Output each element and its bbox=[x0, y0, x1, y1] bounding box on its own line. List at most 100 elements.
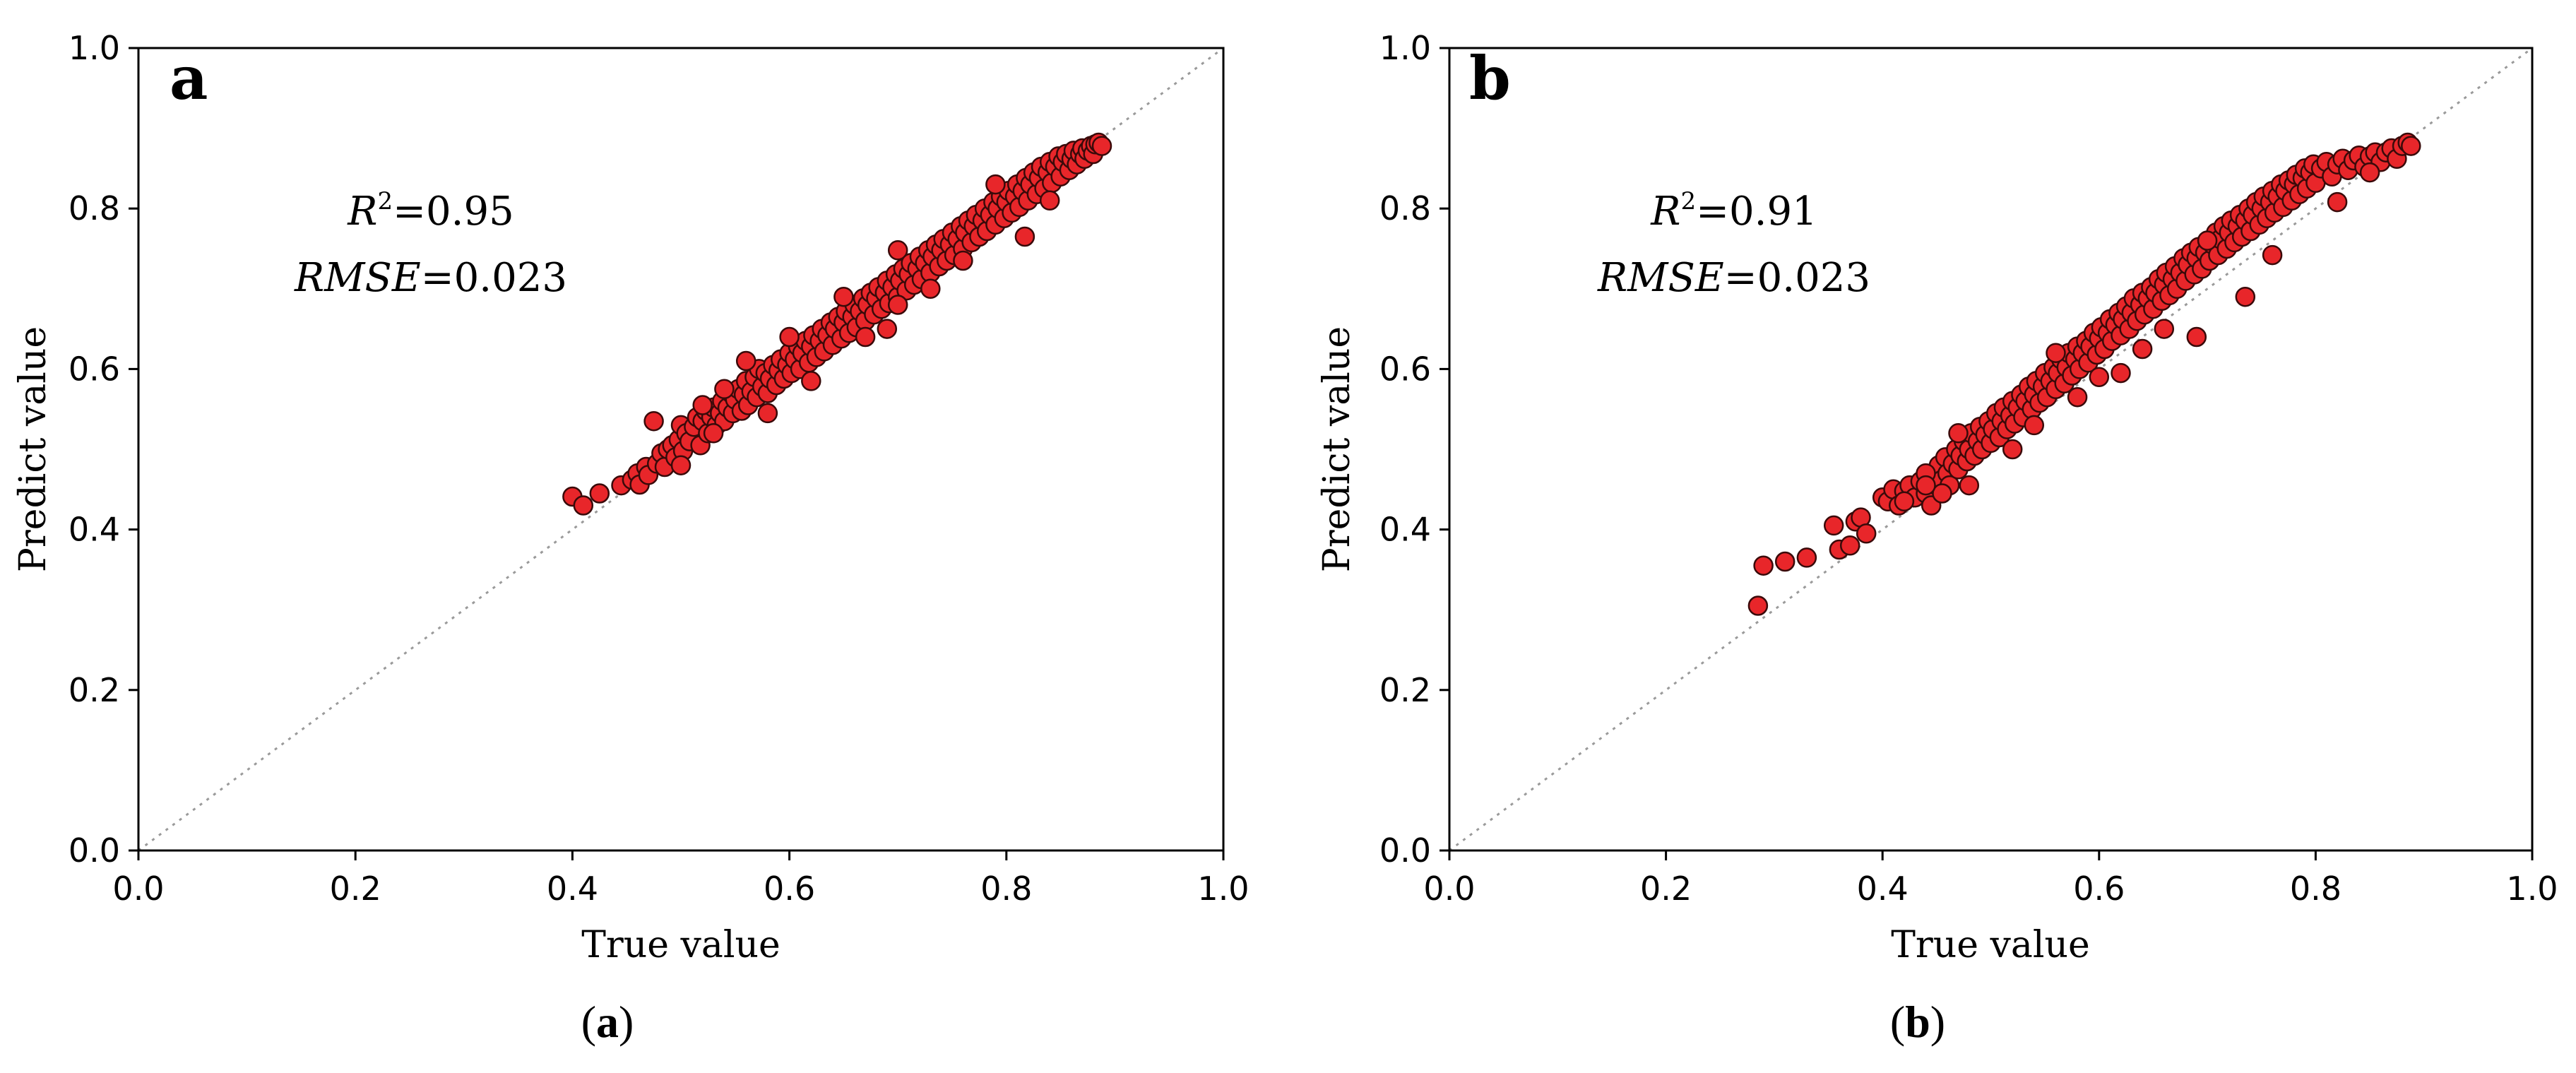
scatter-point bbox=[1916, 475, 1936, 496]
y-tick-label: 0.6 bbox=[69, 350, 120, 388]
x-tick-label: 0.0 bbox=[1423, 870, 1475, 908]
x-axis-title: True value bbox=[581, 924, 780, 966]
scatter-point bbox=[757, 403, 778, 424]
x-tick-label: 1.0 bbox=[2506, 870, 2558, 908]
scatter-point bbox=[735, 350, 756, 372]
caption-close-paren: ) bbox=[1930, 997, 1945, 1047]
scatter-point bbox=[2002, 439, 2023, 460]
scatter-point bbox=[855, 326, 876, 348]
x-tick-label: 0.2 bbox=[1640, 870, 1692, 908]
scatter-point bbox=[714, 379, 735, 400]
x-tick-label: 0.6 bbox=[764, 870, 815, 908]
rmse-annotation: RMSE=0.023 bbox=[294, 255, 567, 301]
scatter-point bbox=[2046, 343, 2066, 363]
x-tick-label: 0.2 bbox=[330, 870, 381, 908]
r2-superscript: 2 bbox=[377, 187, 393, 215]
scatter-point bbox=[801, 371, 821, 391]
scatter-point bbox=[779, 326, 800, 348]
scatter-point bbox=[1932, 483, 1952, 504]
scatter-point bbox=[985, 174, 1006, 195]
x-tick-label: 0.4 bbox=[1857, 870, 1909, 908]
rmse-value: =0.023 bbox=[421, 255, 567, 301]
scatter-point bbox=[1959, 475, 1980, 496]
x-tick-label: 1.0 bbox=[1197, 870, 1249, 908]
scatter-points bbox=[562, 132, 1112, 516]
y-tick-label: 0.2 bbox=[69, 671, 120, 709]
r2-label: R bbox=[1650, 189, 1680, 235]
scatter-point bbox=[887, 240, 908, 261]
scatter-point bbox=[1091, 136, 1112, 156]
rmse-label: RMSE bbox=[1597, 255, 1724, 301]
plot-frame bbox=[1448, 47, 2534, 852]
scatter-point bbox=[953, 250, 973, 271]
scatter-point bbox=[1948, 423, 1969, 444]
scatter-point bbox=[2262, 244, 2283, 266]
x-tick-label: 0.4 bbox=[547, 870, 598, 908]
caption-letter: a bbox=[596, 997, 619, 1047]
r2-label: R bbox=[347, 189, 377, 235]
y-axis-title: Predict value bbox=[1316, 326, 1358, 572]
caption-close-paren: ) bbox=[619, 997, 634, 1047]
scatter-point bbox=[920, 278, 941, 300]
y-tick-label: 0.4 bbox=[69, 511, 120, 549]
panel-letter: a bbox=[170, 43, 208, 113]
scatter-point bbox=[2067, 386, 2088, 408]
scatter-points bbox=[1747, 132, 2421, 616]
panel-caption: (b) bbox=[1890, 997, 1945, 1047]
caption-letter: b bbox=[1905, 997, 1930, 1047]
y-tick-label: 0.6 bbox=[1379, 350, 1431, 388]
y-tick-label: 0.8 bbox=[69, 189, 120, 227]
r2-annotation: R2=0.91 bbox=[1650, 187, 1817, 235]
scatter-point bbox=[1796, 547, 1817, 568]
rmse-label: RMSE bbox=[294, 255, 421, 301]
scatter-point bbox=[1839, 535, 1860, 556]
panel-caption: (a) bbox=[581, 997, 634, 1047]
axis-ticks: 0.0 0.2 0.4 0.6 0.8 1.0 0.0 0.2 0.4 0.6 0.8 1.0 bbox=[1379, 29, 2558, 908]
panel-a: 0.0 0.2 0.4 0.6 0.8 1.0 0.0 0.2 0.4 0.6 0.8 1.0 a R… bbox=[12, 29, 1250, 1047]
scatter-point bbox=[833, 286, 854, 307]
scatter-point bbox=[887, 295, 908, 315]
scatter-point bbox=[1753, 555, 1774, 576]
scatter-point bbox=[2111, 362, 2131, 384]
scatter-point bbox=[643, 410, 664, 432]
y-tick-label: 1.0 bbox=[1379, 29, 1431, 67]
scatter-point bbox=[573, 495, 594, 516]
rmse-value: =0.023 bbox=[1724, 255, 1870, 301]
scatter-point bbox=[877, 319, 898, 339]
caption-open-paren: ( bbox=[1890, 997, 1905, 1047]
scatter-point bbox=[692, 395, 713, 415]
scatter-point bbox=[703, 423, 724, 444]
scatter-point bbox=[2132, 338, 2153, 360]
scatter-point bbox=[2401, 136, 2421, 156]
scatter-point bbox=[1894, 491, 1915, 512]
scatter-point bbox=[2359, 162, 2380, 183]
panel-b: 0.0 0.2 0.4 0.6 0.8 1.0 0.0 0.2 0.4 0.6 0.8 1.0 b R… bbox=[1316, 29, 2558, 1047]
y-tick-label: 1.0 bbox=[69, 29, 120, 67]
r2-annotation: R2=0.95 bbox=[347, 187, 514, 235]
x-tick-label: 0.0 bbox=[112, 870, 164, 908]
scatter-point bbox=[589, 483, 610, 504]
axis-ticks: 0.0 0.2 0.4 0.6 0.8 1.0 0.0 0.2 0.4 0.6 0.8 1.0 bbox=[69, 29, 1250, 908]
scatter-point bbox=[2089, 367, 2110, 388]
scatter-point bbox=[2327, 191, 2348, 213]
panel-letter: b bbox=[1469, 43, 1511, 113]
y-tick-label: 0.8 bbox=[1379, 189, 1431, 227]
scatter-point bbox=[1014, 226, 1035, 247]
scatter-point bbox=[2024, 415, 2045, 436]
caption-open-paren: ( bbox=[581, 997, 596, 1047]
scatter-point bbox=[670, 455, 692, 475]
x-axis-title: True value bbox=[1891, 924, 2090, 966]
scatter-point bbox=[1856, 523, 1877, 544]
scatter-point bbox=[1774, 551, 1796, 572]
scatter-point bbox=[1747, 595, 1769, 616]
x-tick-label: 0.8 bbox=[980, 870, 1032, 908]
r2-superscript: 2 bbox=[1680, 187, 1696, 215]
y-tick-label: 0.2 bbox=[1379, 671, 1431, 709]
scatter-point bbox=[2154, 319, 2175, 339]
x-tick-label: 0.6 bbox=[2073, 870, 2125, 908]
y-tick-label: 0.0 bbox=[1379, 831, 1431, 870]
y-axis-title: Predict value bbox=[12, 326, 54, 572]
scatter-point bbox=[1823, 515, 1844, 536]
scatter-point bbox=[2235, 286, 2256, 307]
